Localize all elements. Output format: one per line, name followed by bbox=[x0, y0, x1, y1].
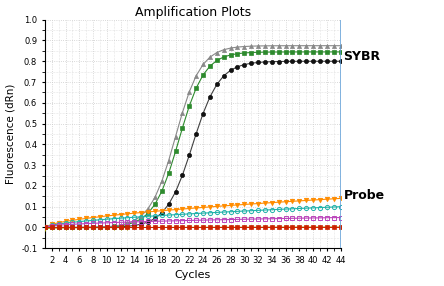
Text: Probe: Probe bbox=[344, 189, 385, 202]
Title: Amplification Plots: Amplification Plots bbox=[135, 5, 251, 19]
Text: SYBR: SYBR bbox=[344, 50, 381, 63]
X-axis label: Cycles: Cycles bbox=[174, 271, 211, 281]
Y-axis label: Fluorescence (dRn): Fluorescence (dRn) bbox=[6, 84, 16, 184]
